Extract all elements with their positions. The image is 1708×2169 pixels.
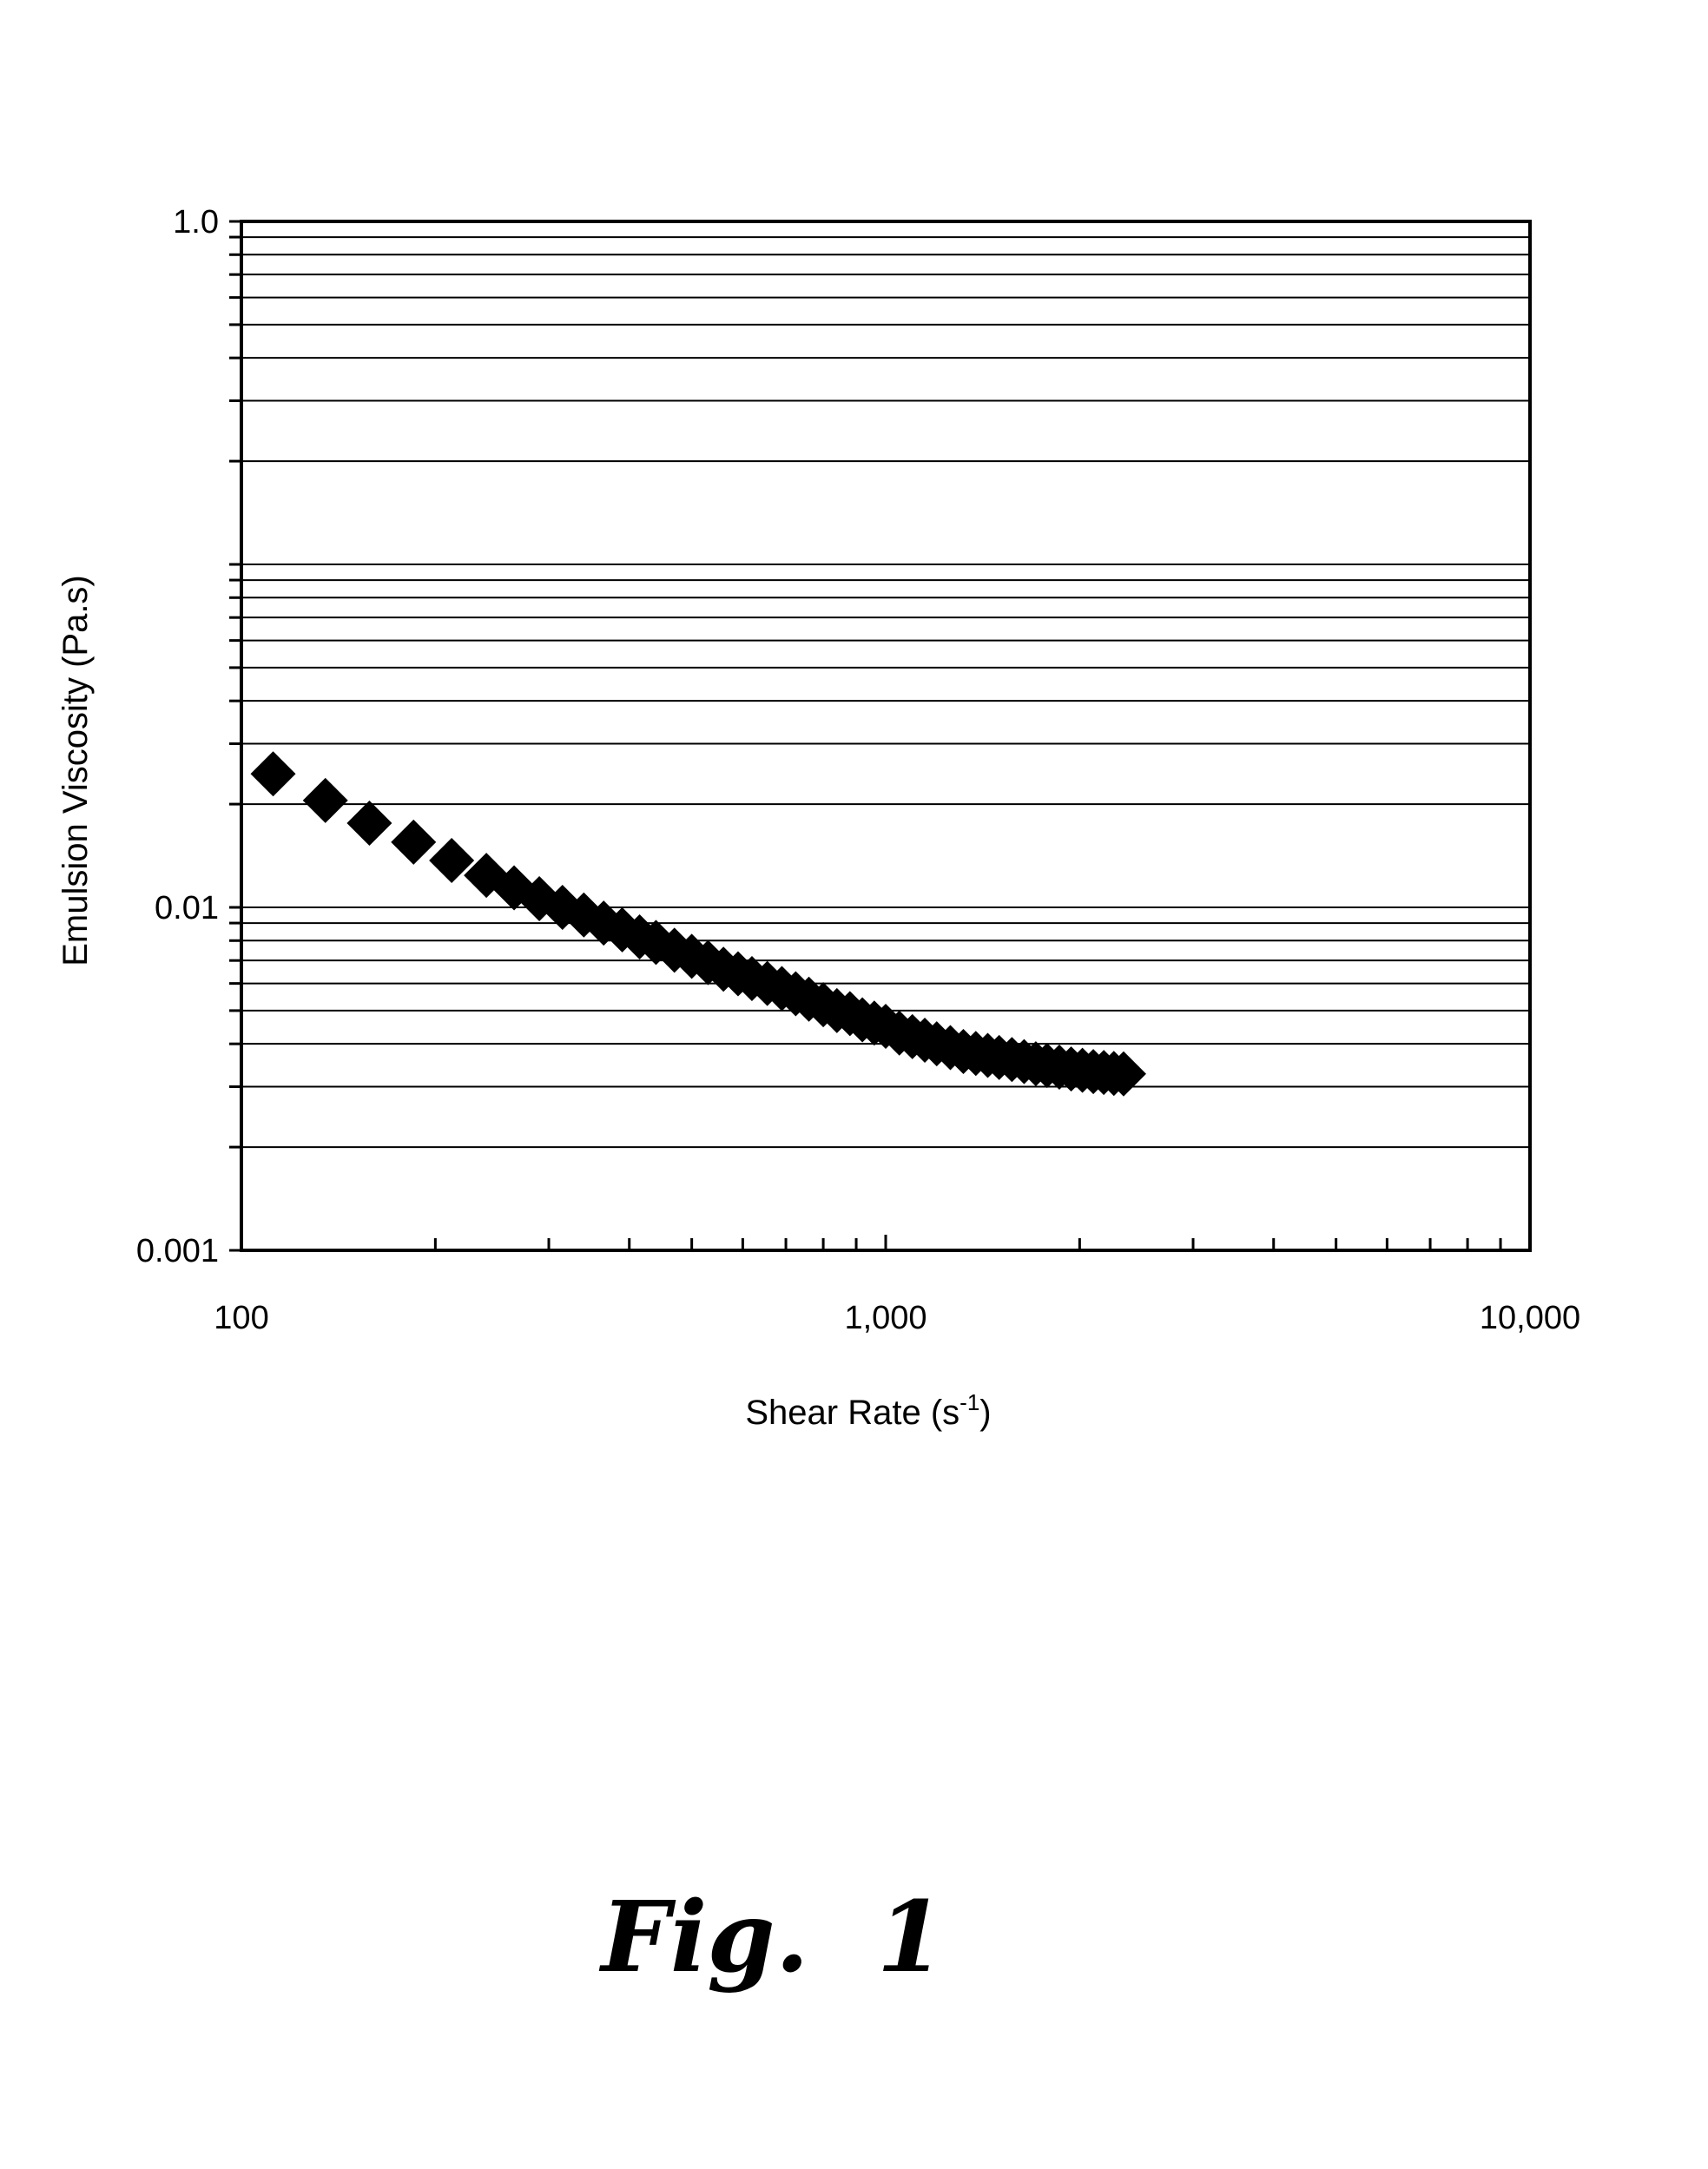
data-point [251, 751, 296, 796]
plot-area [241, 221, 1530, 1250]
y-axis-title: Emulsion Viscosity (Pa.s) [56, 575, 95, 966]
x-tick-label: 10,000 [1480, 1300, 1580, 1336]
x-axis-title-end: ) [979, 1394, 991, 1432]
tick-labels: 100 1,000 10,000 0.001 0.01 1.0 [136, 204, 1580, 1336]
y-tick-label: 0.01 [155, 890, 219, 926]
x-tick-label: 100 [214, 1300, 268, 1336]
y-tick-label: 1.0 [173, 204, 219, 241]
y-tick-label: 0.001 [136, 1233, 219, 1269]
data-point [391, 820, 436, 865]
figure-caption: Fig. 1 [598, 1881, 944, 1994]
x-axis-title-text: Shear Rate (s [745, 1394, 960, 1432]
x-axis-title: Shear Rate (s-1) [745, 1389, 991, 1432]
data-point [346, 801, 392, 846]
x-tick-label: 1,000 [844, 1300, 927, 1336]
data-point [303, 778, 348, 823]
x-axis-title-superscript: -1 [960, 1389, 979, 1415]
axis-ticks [229, 221, 1500, 1250]
